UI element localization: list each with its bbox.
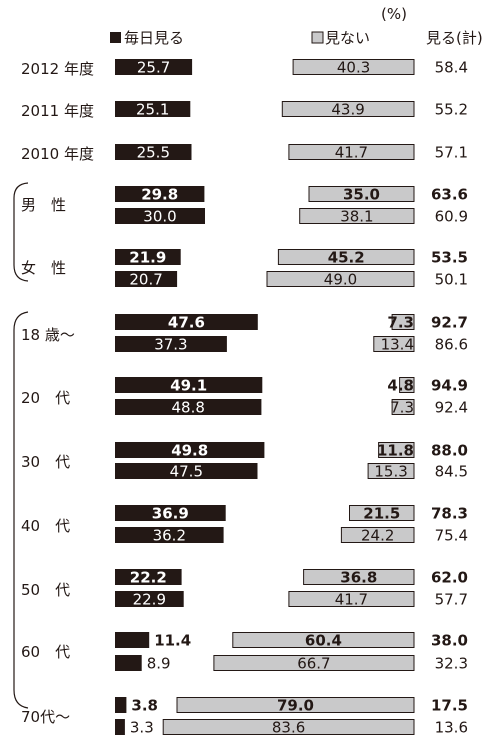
- row-label: 18 歳〜: [21, 326, 75, 344]
- total-value: 94.9: [431, 377, 468, 395]
- bar-daily-value: 3.8: [131, 697, 158, 715]
- bar-not-value: 13.4: [381, 336, 414, 354]
- bar-not-value: 7.3: [390, 399, 414, 417]
- bar-daily-value: 29.8: [141, 186, 178, 204]
- bar-not-value: 4.8: [387, 377, 414, 395]
- bar-daily: [115, 719, 125, 735]
- bar-not-value: 45.2: [328, 249, 365, 267]
- total-value: 86.6: [435, 336, 468, 354]
- bar-daily: [115, 655, 142, 671]
- bar-not-value: 66.7: [297, 655, 330, 673]
- bar-daily-value: 37.3: [154, 336, 187, 354]
- bar-daily-value: 25.1: [136, 101, 169, 119]
- row-label: 60 代: [21, 643, 70, 661]
- total-value: 17.5: [431, 697, 468, 715]
- total-value: 78.3: [431, 505, 468, 523]
- bar-daily-value: 36.2: [153, 527, 186, 545]
- legend-not-label: 見ない: [325, 29, 370, 47]
- bar-daily-value: 22.9: [133, 591, 166, 609]
- row-label: 50 代: [21, 581, 70, 599]
- bar-not-value: 83.6: [272, 719, 305, 737]
- total-value: 62.0: [431, 569, 468, 587]
- total-value: 88.0: [431, 442, 468, 460]
- bar-daily: [115, 697, 126, 713]
- bar-daily-value: 8.9: [147, 655, 171, 673]
- bar-not-value: 21.5: [363, 505, 400, 523]
- bar-not-value: 41.7: [335, 591, 368, 609]
- row-label: 2010 年度: [21, 145, 94, 163]
- bar-not-value: 60.4: [305, 632, 342, 650]
- total-value: 63.6: [431, 186, 468, 204]
- bar-not-value: 38.1: [340, 208, 373, 226]
- legend-not-swatch: [312, 32, 323, 43]
- bar-not-value: 43.9: [331, 101, 364, 119]
- bar-not-value: 36.8: [340, 569, 377, 587]
- row-label: 2012 年度: [21, 60, 94, 78]
- bar-not-value: 41.7: [335, 144, 368, 162]
- total-value: 75.4: [435, 527, 468, 545]
- bar-not-value: 7.3: [387, 314, 414, 332]
- row-label: 2011 年度: [21, 102, 94, 120]
- total-value: 53.5: [431, 249, 468, 267]
- bar-daily-value: 20.7: [129, 271, 162, 289]
- total-value: 58.4: [435, 59, 468, 77]
- bar-daily-value: 21.9: [129, 249, 166, 267]
- total-value: 38.0: [431, 632, 468, 650]
- row-label: 40 代: [21, 517, 70, 535]
- total-value: 92.7: [431, 314, 468, 332]
- bar-daily-value: 47.5: [170, 463, 203, 481]
- bar-not-value: 11.8: [377, 442, 414, 460]
- total-value: 60.9: [435, 208, 468, 226]
- bar-daily-value: 3.3: [130, 719, 154, 737]
- bar-not-value: 24.2: [361, 527, 394, 545]
- total-value: 57.1: [435, 144, 468, 162]
- bar-daily-value: 48.8: [171, 399, 204, 417]
- total-value: 50.1: [435, 271, 468, 289]
- legend-daily-swatch: [110, 32, 121, 43]
- bar-not-value: 79.0: [277, 697, 314, 715]
- bar-daily-value: 22.2: [130, 569, 167, 587]
- bar-daily-value: 47.6: [168, 314, 205, 332]
- bar-daily-value: 49.1: [170, 377, 207, 395]
- legend-total-label: 見る(計): [426, 29, 483, 47]
- row-label: 女 性: [21, 259, 66, 277]
- bar-daily-value: 36.9: [152, 505, 189, 523]
- total-value: 57.7: [435, 591, 468, 609]
- bar-not-value: 35.0: [343, 186, 380, 204]
- row-label: 70代〜: [21, 708, 70, 726]
- total-value: 84.5: [435, 463, 468, 481]
- bar-not-value: 40.3: [337, 59, 370, 77]
- bar-daily: [115, 632, 149, 648]
- total-value: 13.6: [435, 719, 468, 737]
- total-value: 32.3: [435, 655, 468, 673]
- bar-daily-value: 49.8: [171, 442, 208, 460]
- chart-header: (%) 毎日見る 見ない 見る(計): [110, 5, 483, 47]
- unit-label: (%): [381, 5, 407, 23]
- row-label: 20 代: [21, 389, 70, 407]
- bar-daily-value: 11.4: [154, 632, 191, 650]
- chart-rows: 2012 年度 25.7 40.3 58.4 2011 年度 25.1 43.9 55.2 20…: [21, 59, 468, 737]
- bar-not-value: 49.0: [324, 271, 357, 289]
- row-label: 30 代: [21, 453, 70, 471]
- row-label: 男 性: [21, 196, 66, 214]
- total-value: 92.4: [435, 399, 468, 417]
- bar-daily-value: 30.0: [143, 208, 176, 226]
- bar-daily-value: 25.7: [137, 59, 170, 77]
- bar-not-value: 15.3: [374, 463, 407, 481]
- total-value: 55.2: [435, 101, 468, 119]
- bar-daily-value: 25.5: [137, 144, 170, 162]
- legend-daily-label: 毎日見る: [124, 29, 184, 47]
